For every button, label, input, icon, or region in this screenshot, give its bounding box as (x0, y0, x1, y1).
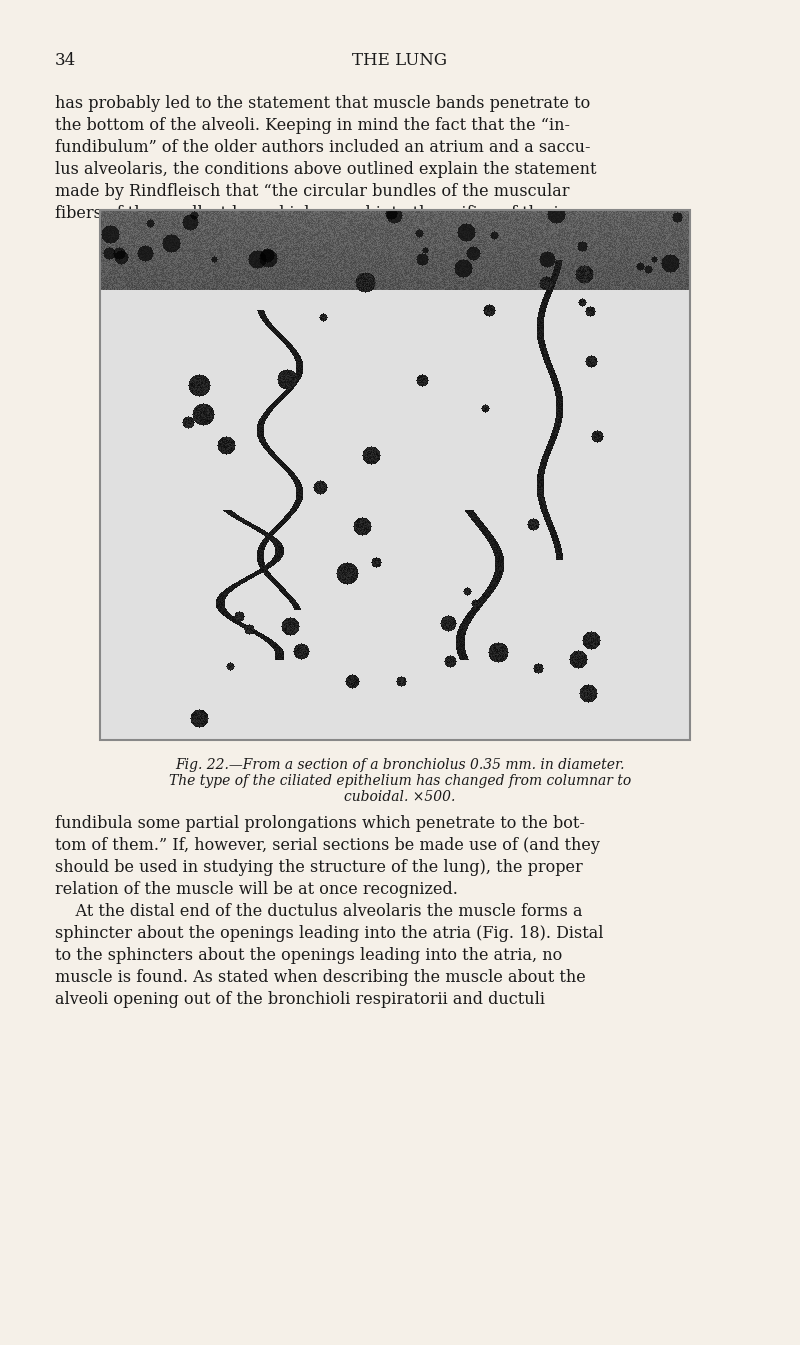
Text: the bottom of the alveoli. Keeping in mind the fact that the “in-: the bottom of the alveoli. Keeping in mi… (55, 117, 570, 134)
Text: tom of them.” If, however, serial sections be made use of (and they: tom of them.” If, however, serial sectio… (55, 837, 600, 854)
Text: fundibulum” of the older authors included an atrium and a saccu-: fundibulum” of the older authors include… (55, 139, 590, 156)
Text: THE LUNG: THE LUNG (353, 52, 447, 69)
Text: 34: 34 (55, 52, 76, 69)
Text: fundibula some partial prolongations which penetrate to the bot-: fundibula some partial prolongations whi… (55, 815, 585, 833)
Text: At the distal end of the ductulus alveolaris the muscle forms a: At the distal end of the ductulus alveol… (55, 902, 582, 920)
Text: has probably led to the statement that muscle bands penetrate to: has probably led to the statement that m… (55, 95, 590, 112)
Text: sphincter about the openings leading into the atria (Fig. 18). Distal: sphincter about the openings leading int… (55, 925, 603, 941)
Text: The type of the ciliated epithelium has changed from columnar to: The type of the ciliated epithelium has … (169, 773, 631, 788)
Bar (100, 210, 690, 740)
Text: alveoli opening out of the bronchioli respiratorii and ductuli: alveoli opening out of the bronchioli re… (55, 991, 545, 1007)
Text: lus alveolaris, the conditions above outlined explain the statement: lus alveolaris, the conditions above out… (55, 161, 597, 178)
Text: should be used in studying the structure of the lung), the proper: should be used in studying the structure… (55, 859, 582, 876)
Text: Fig. 22.—From a section of a bronchiolus 0.35 mm. in diameter.: Fig. 22.—From a section of a bronchiolus… (175, 759, 625, 772)
Bar (100, 210, 690, 740)
Text: relation of the muscle will be at once recognized.: relation of the muscle will be at once r… (55, 881, 458, 898)
Text: to the sphincters about the openings leading into the atria, no: to the sphincters about the openings lea… (55, 947, 562, 964)
Text: cuboidal. ×500.: cuboidal. ×500. (344, 790, 456, 804)
Text: muscle is found. As stated when describing the muscle about the: muscle is found. As stated when describi… (55, 968, 586, 986)
Text: fibers of the smallest bronchioles send into the orifice of the in-: fibers of the smallest bronchioles send … (55, 204, 574, 222)
Text: made by Rindfleisch that “the circular bundles of the muscular: made by Rindfleisch that “the circular b… (55, 183, 570, 200)
